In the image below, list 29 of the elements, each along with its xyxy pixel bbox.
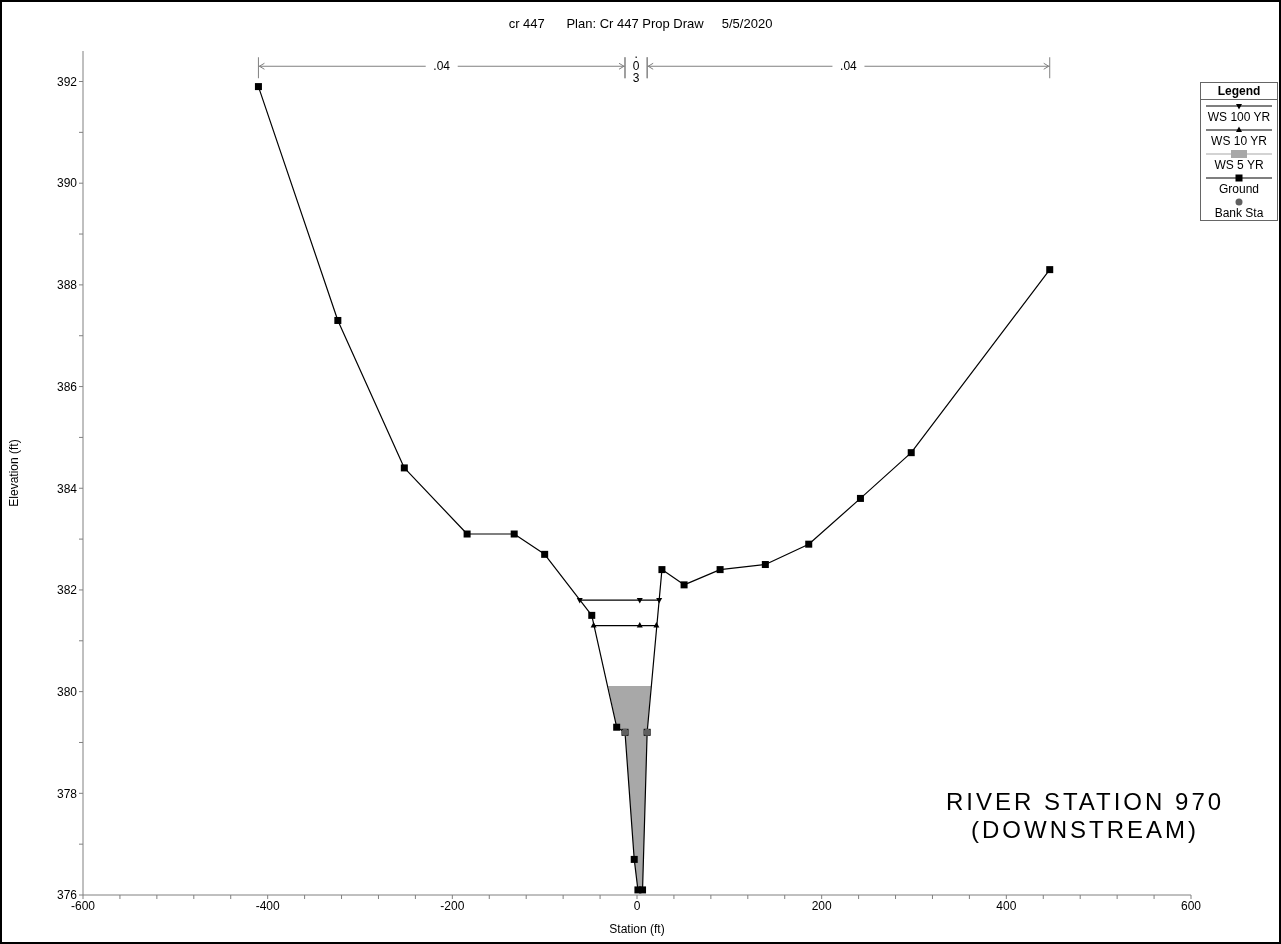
y-tick-label: 386 bbox=[56, 379, 78, 394]
annotation: .03 bbox=[632, 47, 640, 86]
annotation: (DOWNSTREAM) bbox=[970, 816, 1200, 844]
legend-title: Legend bbox=[1201, 83, 1277, 100]
x-tick-label: -400 bbox=[255, 898, 280, 913]
x-axis-title: Station (ft) bbox=[609, 922, 665, 936]
y-tick-label: 380 bbox=[56, 684, 78, 699]
x-tick-label: -600 bbox=[70, 898, 96, 913]
y-axis-title: Elevation (ft) bbox=[7, 439, 22, 507]
y-tick-label: 390 bbox=[56, 176, 78, 191]
y-tick-label: 382 bbox=[56, 583, 78, 598]
legend-label: Bank Sta bbox=[1213, 206, 1265, 220]
y-tick-label: 388 bbox=[56, 278, 78, 293]
y-tick-label: 378 bbox=[56, 786, 78, 801]
x-tick-label: 600 bbox=[1180, 898, 1202, 913]
annotation: .04 bbox=[840, 59, 858, 74]
legend-label: WS 10 YR bbox=[1210, 134, 1268, 148]
y-tick-label: 392 bbox=[56, 74, 78, 89]
y-tick-label: 384 bbox=[56, 481, 78, 496]
legend-label: WS 100 YR bbox=[1206, 110, 1272, 124]
annotation: RIVER STATION 970 bbox=[944, 788, 1226, 816]
x-tick-label: 400 bbox=[996, 898, 1017, 913]
legend-label: WS 5 YR bbox=[1213, 158, 1265, 172]
x-tick-label: 0 bbox=[633, 898, 641, 913]
chart-title: cr 447 Plan: Cr 447 Prop Draw 5/5/2020 bbox=[507, 16, 774, 31]
x-tick-label: 200 bbox=[811, 898, 832, 913]
legend-label: Ground bbox=[1218, 182, 1260, 196]
x-tick-label: -200 bbox=[440, 898, 465, 913]
annotation: .04 bbox=[433, 59, 451, 74]
